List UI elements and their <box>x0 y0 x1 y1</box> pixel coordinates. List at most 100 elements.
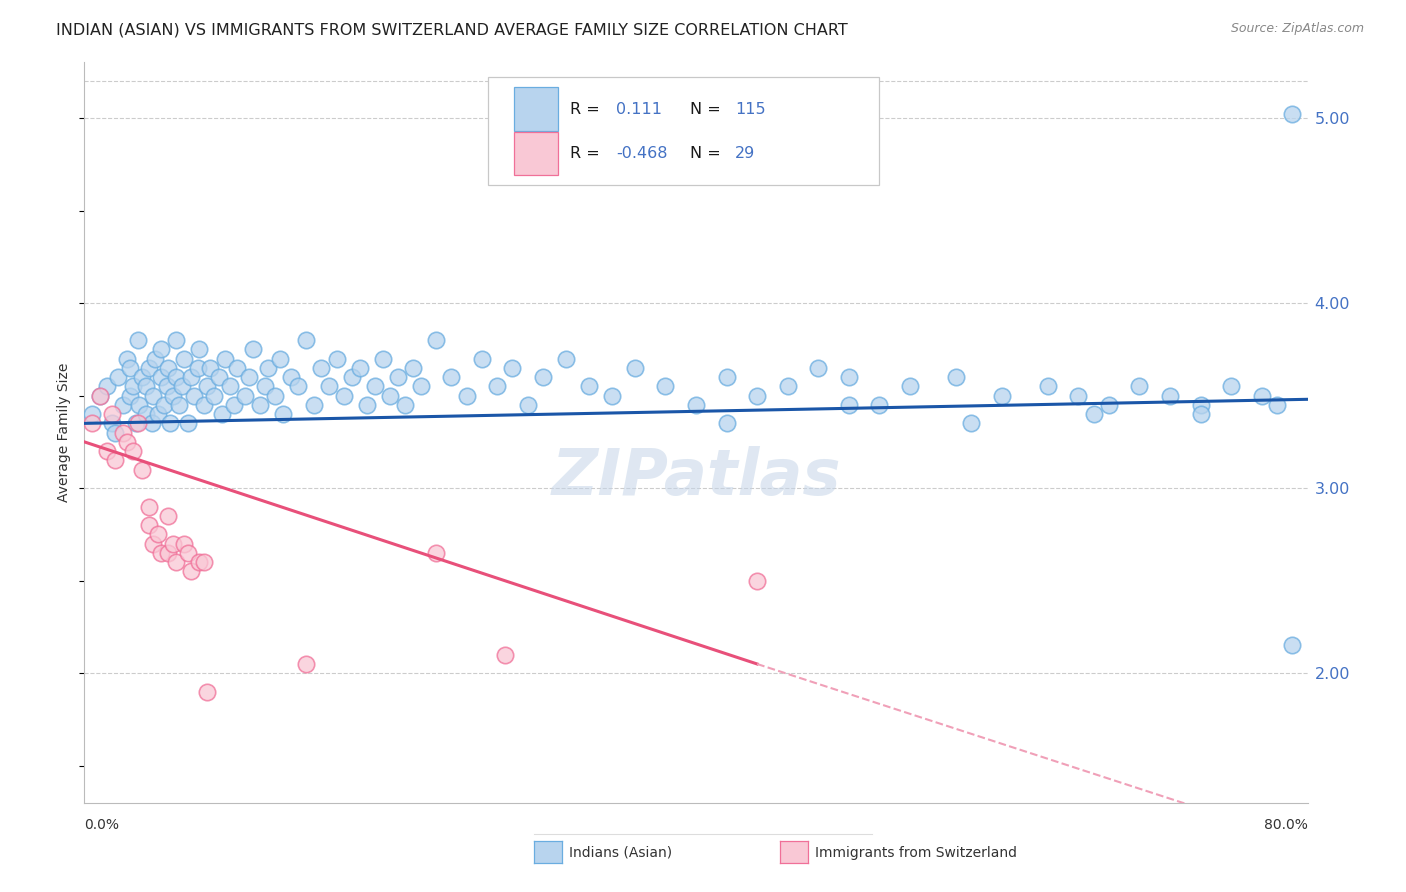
Text: 115: 115 <box>735 102 766 117</box>
Point <box>173 351 195 366</box>
Point <box>311 360 333 375</box>
Point <box>177 546 200 560</box>
FancyBboxPatch shape <box>513 132 558 176</box>
Text: R =: R = <box>569 102 605 117</box>
Point <box>425 546 447 560</box>
Point <box>226 360 249 375</box>
Point <box>502 360 524 375</box>
Point <box>115 434 138 449</box>
Point <box>157 546 180 560</box>
Point <box>380 389 402 403</box>
Point <box>991 389 1014 403</box>
Text: Source: ZipAtlas.com: Source: ZipAtlas.com <box>1230 22 1364 36</box>
Point <box>654 379 676 393</box>
Point <box>162 389 184 403</box>
Point <box>157 360 180 375</box>
Point <box>146 407 169 421</box>
Point <box>80 417 103 431</box>
Point <box>162 536 184 550</box>
Point <box>440 370 463 384</box>
Point <box>1189 407 1212 421</box>
Point <box>89 389 111 403</box>
Point <box>195 685 218 699</box>
Point <box>356 398 378 412</box>
Point <box>96 379 118 393</box>
Point <box>180 370 202 384</box>
Point <box>238 370 260 384</box>
Point <box>318 379 340 393</box>
Point <box>242 343 264 357</box>
Point <box>198 360 221 375</box>
Point <box>180 565 202 579</box>
Point <box>349 360 371 375</box>
Point <box>516 398 538 412</box>
Point <box>127 417 149 431</box>
Point <box>138 518 160 533</box>
Point <box>960 417 983 431</box>
Point <box>600 389 623 403</box>
Point <box>165 333 187 347</box>
Point <box>747 574 769 588</box>
Text: 29: 29 <box>735 146 755 161</box>
Point <box>486 379 509 393</box>
Point <box>838 398 860 412</box>
FancyBboxPatch shape <box>488 78 880 185</box>
Point <box>149 343 172 357</box>
Point <box>122 444 145 458</box>
Point <box>120 360 142 375</box>
Point <box>177 417 200 431</box>
Point <box>120 389 142 403</box>
Point <box>141 417 163 431</box>
Point <box>471 351 494 366</box>
Point <box>425 333 447 347</box>
Point <box>214 351 236 366</box>
Point <box>186 360 208 375</box>
Point <box>340 370 363 384</box>
Point <box>165 555 187 569</box>
Point <box>409 379 432 393</box>
Point <box>1098 398 1121 412</box>
Point <box>898 379 921 393</box>
Text: Immigrants from Switzerland: Immigrants from Switzerland <box>815 846 1018 860</box>
Point <box>142 536 165 550</box>
Point <box>685 398 707 412</box>
Point <box>167 398 190 412</box>
Text: R =: R = <box>569 146 605 161</box>
Point <box>183 389 205 403</box>
Point <box>128 398 150 412</box>
Point <box>80 407 103 421</box>
Point <box>195 379 218 393</box>
Point <box>135 407 157 421</box>
Point <box>211 407 233 421</box>
Point <box>249 398 271 412</box>
Point <box>149 370 172 384</box>
Point <box>193 555 215 569</box>
Point <box>127 333 149 347</box>
Point <box>494 648 516 662</box>
Point <box>157 508 180 523</box>
Point <box>224 398 246 412</box>
Point <box>188 555 211 569</box>
Point <box>202 389 225 403</box>
Point <box>1281 107 1303 121</box>
Point <box>1036 379 1059 393</box>
Point <box>233 389 256 403</box>
Point <box>838 370 860 384</box>
Point <box>531 370 554 384</box>
Point <box>280 370 302 384</box>
Point <box>143 351 166 366</box>
Point <box>131 462 153 476</box>
Point <box>1281 639 1303 653</box>
Point <box>159 417 181 431</box>
Point <box>208 370 231 384</box>
Point <box>1220 379 1243 393</box>
Point <box>325 351 347 366</box>
Point <box>253 379 276 393</box>
Point <box>302 398 325 412</box>
Y-axis label: Average Family Size: Average Family Size <box>58 363 72 502</box>
Point <box>115 351 138 366</box>
Text: N =: N = <box>690 102 725 117</box>
Point <box>387 370 409 384</box>
Point <box>624 360 647 375</box>
Point <box>135 379 157 393</box>
